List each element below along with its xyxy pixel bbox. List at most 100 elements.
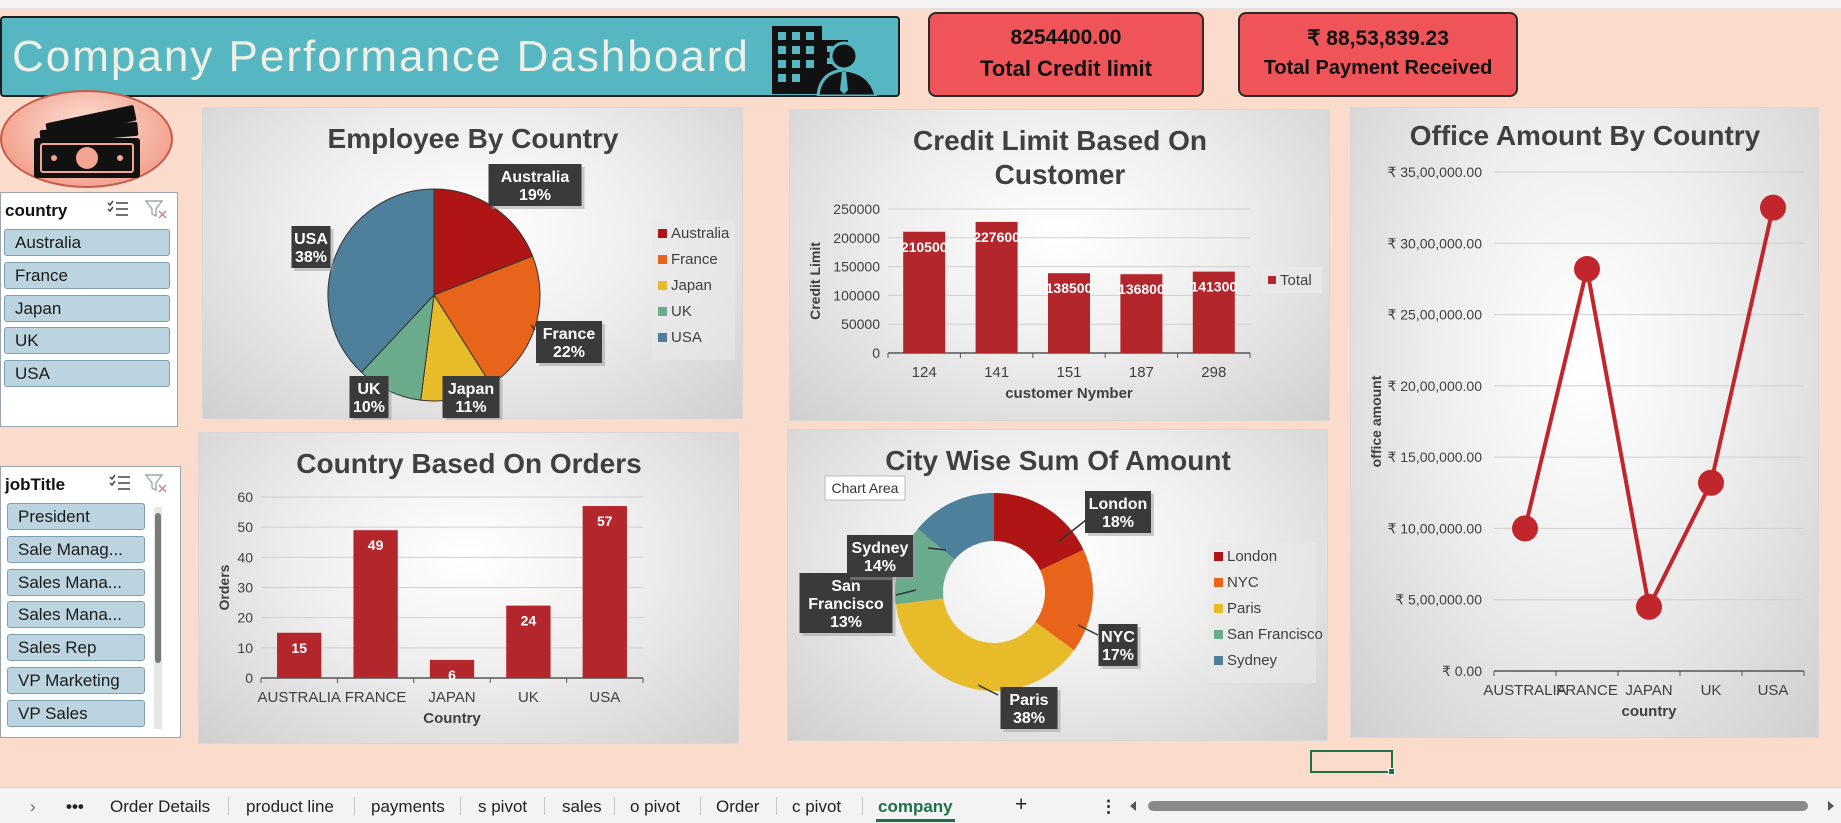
slicer-item-sales-manager-2[interactable]: Sales Mana... — [7, 601, 145, 628]
clear-filter-icon[interactable] — [145, 199, 167, 219]
x-tick-label: USA — [589, 689, 620, 706]
slicer-item-japan[interactable]: Japan — [4, 295, 170, 322]
legend-swatch — [658, 255, 667, 264]
data-label-sydney-box — [847, 535, 913, 577]
tab-separator — [228, 797, 229, 815]
tab-c-pivot[interactable]: c pivot — [792, 797, 842, 816]
data-label-leader — [530, 324, 536, 331]
slicer-item-australia[interactable]: Australia — [4, 229, 170, 256]
slicer-item-president[interactable]: President — [7, 503, 145, 530]
clear-filter-icon[interactable] — [145, 473, 167, 493]
tab-s-pivot[interactable]: s pivot — [478, 797, 528, 816]
slicer-scrollbar[interactable] — [154, 507, 162, 729]
data-label-san-francisco-box — [799, 573, 893, 633]
chart-area-tooltip-box — [824, 475, 906, 501]
y-tick-label: 200000 — [833, 230, 880, 246]
chart-country-based-on-orders[interactable]: Country Based On Orders 0 10 20 30 40 50 60 15 AU… — [198, 432, 739, 744]
x-axis-title: Country — [423, 710, 481, 727]
tab-scroll-next[interactable]: › — [30, 797, 36, 816]
chart-city-wise-sum-of-amount[interactable]: City Wise Sum Of Amount Chart Area London 1… — [787, 429, 1328, 741]
chart-office-amount-by-country[interactable]: Office Amount By Country ₹ 0.00 ₹ 5,00,000… — [1350, 107, 1819, 738]
point-france — [1574, 255, 1600, 282]
slicer-item-sales-rep[interactable]: Sales Rep — [7, 634, 145, 661]
tab-separator — [614, 797, 615, 815]
tab-sales[interactable]: sales — [562, 797, 602, 816]
slicer-item-sales-manager-1[interactable]: Sales Mana... — [7, 569, 145, 596]
x-tick-label: FRANCE — [1556, 682, 1618, 699]
x-axis-title: country — [1621, 703, 1677, 720]
legend-swatch — [658, 307, 667, 316]
data-label-uk: UK — [357, 381, 381, 398]
data-label-san-francisco: San — [831, 578, 860, 595]
legend-entry: London — [1227, 548, 1277, 565]
slicer-item-france[interactable]: France — [4, 262, 170, 289]
multi-select-icon[interactable] — [109, 474, 131, 492]
chart-credit-limit-by-customer[interactable]: Credit Limit Based On Customer 0 50000 10000… — [789, 109, 1330, 421]
bar-france — [353, 530, 398, 678]
legend-swatch — [1214, 552, 1223, 561]
legend-entry: San Francisco — [1227, 626, 1323, 643]
data-label-australia-box — [488, 164, 582, 206]
data-label-leader — [1077, 624, 1099, 636]
data-label-japan: 11% — [455, 399, 486, 416]
x-tick-label: UK — [1701, 682, 1722, 699]
slicer-item-uk[interactable]: UK — [4, 327, 170, 354]
bar-124 — [903, 231, 946, 353]
kpi-label: Total Credit limit — [980, 56, 1152, 81]
jobtitle-slicer: jobTitle President Sale Manag... Sales M… — [0, 466, 181, 738]
sheet-options-button[interactable]: ⋮ — [1100, 797, 1117, 816]
y-tick-label: 10 — [237, 640, 253, 656]
bar-value-label: 57 — [597, 513, 613, 529]
tab-o-pivot[interactable]: o pivot — [630, 797, 681, 816]
y-axis-title: office amount — [1368, 375, 1384, 467]
data-label-usa: USA — [294, 231, 328, 248]
slicer-item-vp-sales[interactable]: VP Sales — [7, 700, 145, 727]
scroll-thumb — [1148, 801, 1808, 811]
legend-swatch — [658, 281, 667, 290]
data-label-sydney: 14% — [864, 558, 896, 575]
slice-france — [433, 255, 541, 386]
kpi-total-credit-limit: 8254400.00 Total Credit limit — [928, 12, 1204, 97]
data-label-leader — [927, 547, 947, 551]
legend-swatch — [1214, 604, 1223, 613]
bar-187 — [1120, 274, 1163, 353]
chart-employee-by-country[interactable]: Employee By Country Australia 19% France 22%… — [202, 107, 743, 420]
slicer-item-vp-marketing[interactable]: VP Marketing — [7, 667, 145, 694]
y-tick-label: ₹ 20,00,000.00 — [1387, 378, 1482, 394]
data-label-san-francisco: 13% — [830, 614, 862, 631]
tab-payments[interactable]: payments — [371, 797, 445, 816]
y-tick-label: ₹ 35,00,000.00 — [1387, 164, 1482, 180]
tab-company[interactable]: company — [876, 797, 955, 822]
tab-order[interactable]: Order — [716, 797, 760, 816]
tab-product-line[interactable]: product line — [246, 797, 334, 816]
bar-value-label: 6 — [448, 667, 456, 683]
horizontal-scrollbar[interactable] — [1128, 798, 1838, 814]
y-tick-label: 60 — [237, 489, 253, 505]
bar-uk — [506, 605, 551, 678]
add-sheet-button[interactable]: + — [1015, 793, 1028, 816]
legend-entry: Australia — [671, 225, 730, 242]
more-tabs-button[interactable]: ••• — [66, 797, 84, 816]
slicer-scroll-thumb[interactable] — [155, 513, 161, 663]
y-tick-label: 30 — [237, 580, 253, 596]
selected-cell[interactable] — [1310, 750, 1395, 775]
x-tick-label: UK — [518, 689, 539, 706]
x-tick-label: 187 — [1129, 364, 1154, 381]
legend-swatch — [1214, 578, 1223, 587]
data-label-japan: Japan — [448, 381, 494, 398]
tab-separator — [354, 797, 355, 815]
point-uk — [1698, 469, 1724, 496]
multi-select-icon[interactable] — [107, 200, 129, 218]
legend-entry: Paris — [1227, 600, 1261, 617]
legend-swatch — [1214, 630, 1223, 639]
scroll-left-icon — [1130, 801, 1136, 811]
tab-order-details[interactable]: Order Details — [110, 797, 211, 816]
slicer-item-sale-manager[interactable]: Sale Manag... — [7, 536, 145, 563]
slicer-item-usa[interactable]: USA — [4, 360, 170, 387]
data-label-australia: Australia — [501, 169, 570, 186]
y-tick-label: ₹ 0.00 — [1442, 663, 1482, 679]
bar-japan — [429, 659, 475, 678]
x-tick-label: USA — [1758, 682, 1789, 699]
slice-london — [994, 493, 1084, 571]
data-label-nyc: NYC — [1101, 629, 1135, 646]
